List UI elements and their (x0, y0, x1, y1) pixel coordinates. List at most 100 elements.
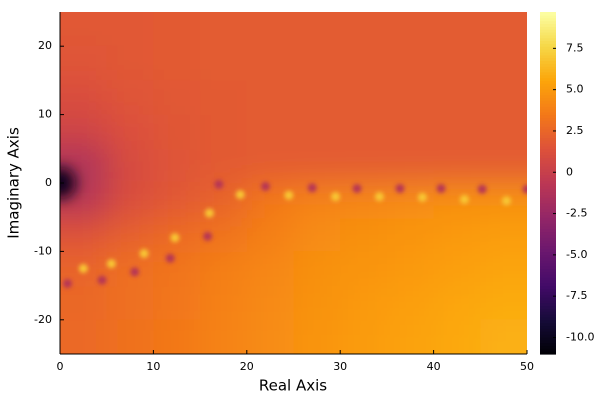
colorbar-segment (540, 331, 556, 335)
colorbar-segment (540, 248, 556, 252)
spot (214, 179, 224, 189)
colorbar-segment (540, 171, 556, 176)
heatmap-cell (246, 114, 294, 150)
colorbar-segment (540, 185, 556, 190)
x-axis-label: Real Axis (259, 377, 327, 395)
heatmap-cell (60, 285, 108, 321)
colorbar-segment (540, 26, 556, 30)
colorbar-segment (540, 145, 556, 150)
heatmap-cell (106, 319, 154, 354)
colorbar-segment (540, 268, 556, 272)
colorbar-segment (540, 200, 556, 204)
colorbar-segment (540, 163, 556, 167)
heatmap-cell (246, 285, 294, 321)
colorbar-segment (540, 197, 556, 201)
colorbar-segment (540, 259, 556, 264)
colorbar-segment (540, 294, 556, 298)
colorbar-segment (540, 339, 556, 344)
heatmap-cell (433, 46, 481, 81)
colorbar-segment (540, 285, 556, 290)
spot (522, 184, 527, 194)
colorbar-segment (540, 245, 556, 250)
heatmap-cell (60, 46, 108, 81)
colorbar-segment (540, 88, 556, 93)
colorbar-segment (540, 228, 556, 233)
spot (459, 194, 469, 204)
heatmap-cell (340, 12, 388, 47)
colorbar-segment (540, 66, 556, 70)
heatmap-cell (106, 46, 154, 81)
colorbar-segment (540, 322, 556, 327)
heatmap-cell (106, 285, 154, 321)
spot (331, 192, 341, 202)
colorbar-tick-label: 0 (566, 165, 573, 178)
heatmap-cell (153, 114, 201, 150)
spot (307, 183, 317, 193)
colorbar-tick-label: -7.5 (566, 289, 587, 302)
heatmap-cell (480, 251, 527, 287)
colorbar-segment (540, 314, 556, 318)
colorbar-segment (540, 77, 556, 81)
heatmap-cells (60, 12, 527, 354)
spot (260, 181, 270, 191)
colorbar-tick-label: -10.0 (566, 330, 594, 343)
colorbar-segment (540, 334, 556, 338)
heatmap-cell (293, 285, 341, 321)
heatmap-cell (293, 319, 341, 354)
heatmap-cell (433, 319, 481, 354)
heatmap-cell (433, 12, 481, 47)
colorbar-segment (540, 140, 556, 144)
colorbar-segment (540, 80, 556, 84)
heatmap-cell (106, 183, 154, 218)
colorbar-segment (540, 220, 556, 224)
spot (417, 192, 427, 202)
colorbar-segment (540, 20, 556, 24)
colorbar-segment (540, 345, 556, 349)
colorbar-segment (540, 157, 556, 161)
heatmap-cell (246, 319, 294, 354)
heatmap-cell (386, 80, 435, 116)
colorbar-segment (540, 83, 556, 87)
heatmap-cell (480, 80, 527, 116)
colorbar-segment (540, 202, 556, 207)
heatmap-cell (340, 251, 388, 287)
colorbar-segment (540, 37, 556, 42)
colorbar-segment (540, 251, 556, 255)
colorbar-segment (540, 177, 556, 181)
colorbar-segment (540, 17, 556, 22)
y-axis-label: Imaginary Axis (5, 127, 23, 239)
heatmap-cell (386, 183, 435, 218)
colorbar-segment (540, 222, 556, 227)
y-tick-label: 10 (38, 108, 52, 121)
heatmap-cell (153, 46, 201, 81)
spot (374, 192, 384, 202)
spot (62, 279, 72, 289)
colorbar-segment (540, 131, 556, 136)
colorbar-segment (540, 57, 556, 62)
colorbar-segment (540, 23, 556, 27)
colorbar-segment (540, 183, 556, 187)
heatmap-cell (480, 46, 527, 81)
spot (106, 259, 116, 269)
heatmap-cell (153, 148, 201, 184)
heatmap-cell (340, 46, 388, 81)
colorbar-segment (540, 288, 556, 292)
colorbar-segment (540, 194, 556, 198)
colorbar-segment (540, 160, 556, 164)
heatmap-cell (480, 319, 527, 354)
colorbar-segment (540, 319, 556, 324)
spot (501, 196, 511, 206)
heatmap-cell (480, 285, 527, 321)
heatmap-cell (433, 251, 481, 287)
heatmap-cell (246, 46, 294, 81)
colorbar-segment (540, 237, 556, 241)
heatmap-cell (246, 148, 294, 184)
colorbar-segment (540, 234, 556, 238)
heatmap-cell (433, 148, 481, 184)
heatmap-cell (106, 217, 154, 252)
colorbar-segment (540, 43, 556, 47)
colorbar-segment (540, 29, 556, 33)
colorbar-segment (540, 94, 556, 99)
heatmap-cell (153, 285, 201, 321)
colorbar-segment (540, 254, 556, 258)
